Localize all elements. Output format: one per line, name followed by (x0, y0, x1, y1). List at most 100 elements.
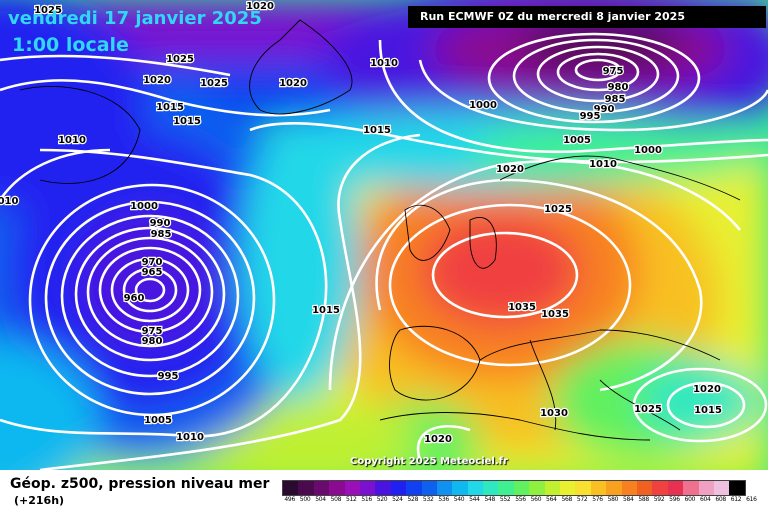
isobar-label: 975 (142, 326, 163, 337)
isobar-label: 1010 (176, 432, 204, 443)
color-scale-value: 588 (638, 496, 649, 503)
color-scale-swatch (329, 481, 345, 495)
isobar-label: 1030 (540, 408, 568, 419)
isobar-label: 985 (605, 94, 626, 105)
color-scale-swatch (375, 481, 391, 495)
color-scale-value: 596 (669, 496, 680, 503)
color-scale-swatch (606, 481, 622, 495)
color-scale-swatch (421, 481, 437, 495)
isobar-label: 990 (594, 104, 615, 115)
isobar-label: 010 (0, 196, 18, 207)
color-scale-swatch (406, 481, 422, 495)
color-scale-swatch (344, 481, 360, 495)
isobar-label: 1035 (541, 309, 569, 320)
isobar-label: 995 (580, 111, 601, 122)
color-scale-swatch (667, 481, 684, 495)
model-run-label: Run ECMWF 0Z du mercredi 8 janvier 2025 (408, 6, 766, 28)
color-scale-swatch (652, 481, 668, 495)
color-scale-value: 516 (361, 496, 372, 503)
forecast-local-time: 1:00 locale (12, 34, 129, 56)
color-scale-swatch (729, 481, 745, 495)
isobar-lines (0, 32, 768, 470)
color-scale-value: 608 (715, 496, 726, 503)
color-scale (282, 480, 746, 496)
isobar-label: 1000 (634, 145, 662, 156)
forecast-date: vendredi 17 janvier 2025 (8, 8, 262, 29)
isobar-label: 1025 (200, 78, 228, 89)
color-scale-value: 576 (592, 496, 603, 503)
isobar-label: 965 (142, 267, 163, 278)
isobar-label: 980 (142, 336, 163, 347)
isobar-label: 1015 (312, 305, 340, 316)
isobar-label: 1020 (143, 75, 171, 86)
isobar-label: 1000 (469, 100, 497, 111)
color-scale-value: 532 (422, 496, 434, 503)
color-scale-value: 536 (438, 496, 449, 503)
isobar-label: 1020 (693, 384, 721, 395)
coastlines (19, 19, 741, 441)
forecast-range: (+216h) (14, 494, 65, 507)
color-scale-value: 524 (392, 496, 403, 503)
color-scale-value: 512 (345, 496, 357, 503)
isobar-label: 995 (158, 371, 179, 382)
color-scale-value: 600 (684, 496, 696, 503)
color-scale-value: 572 (576, 496, 588, 503)
color-scale-value: 604 (699, 496, 711, 503)
color-scale-swatch (359, 481, 376, 495)
isobar-label: 1020 (279, 78, 307, 89)
isobar-label: 1015 (694, 405, 722, 416)
isobar-label: 1025 (166, 54, 194, 65)
isobar-label: 1020 (246, 1, 274, 12)
isobar-label: 970 (142, 257, 163, 268)
isobar-label: 1025 (544, 204, 572, 215)
isobar-label: 1000 (130, 201, 158, 212)
isobar-label: 1020 (496, 164, 524, 175)
color-scale-swatch (636, 481, 653, 495)
isobar-label: 1035 (508, 302, 536, 313)
color-scale-swatch (544, 481, 561, 495)
map-footer: Géop. z500, pression niveau mer (+216h) … (0, 470, 768, 512)
color-scale-value: 556 (515, 496, 526, 503)
isobar-label: 1010 (58, 135, 86, 146)
isobar-label: 980 (608, 82, 629, 93)
color-scale-swatch (713, 481, 730, 495)
color-scale-swatch (452, 481, 468, 495)
color-scale-swatch (283, 481, 299, 495)
color-scale-swatch (313, 481, 330, 495)
color-scale-value: 528 (407, 496, 419, 503)
color-scale-value: 584 (623, 496, 634, 503)
isobar-label: 1005 (144, 415, 172, 426)
isobar-label: 1025 (34, 5, 62, 16)
color-scale-swatch (529, 481, 545, 495)
color-scale-value: 500 (299, 496, 311, 503)
color-scale-value: 508 (330, 496, 342, 503)
color-scale-swatch (498, 481, 514, 495)
color-scale-value: 544 (469, 496, 480, 503)
color-scale-value: 592 (653, 496, 665, 503)
color-scale-value: 616 (746, 496, 757, 503)
map-title: Géop. z500, pression niveau mer (10, 476, 270, 492)
color-scale-swatch (483, 481, 499, 495)
color-scale-swatch (390, 481, 407, 495)
color-scale-value: 560 (530, 496, 542, 503)
color-scale-value: 548 (484, 496, 496, 503)
isobar-label: 1015 (173, 116, 201, 127)
color-scale-value: 520 (376, 496, 388, 503)
color-scale-swatch (560, 481, 576, 495)
color-scale-value: 496 (284, 496, 295, 503)
isobar-label: 1010 (370, 58, 398, 69)
color-scale-labels: 496 500 504 508 512 516 520 524 528 532 536 540 544 5… (282, 496, 759, 503)
color-scale-value: 504 (315, 496, 326, 503)
color-scale-value: 612 (730, 496, 742, 503)
color-scale-swatch (683, 481, 699, 495)
isobar-label: 1015 (363, 125, 391, 136)
isobar-label: 975 (603, 66, 624, 77)
isobar-label: 1015 (156, 102, 184, 113)
color-scale-swatch (698, 481, 714, 495)
isobar-label: 1020 (424, 434, 452, 445)
color-scale-value: 552 (499, 496, 511, 503)
color-scale-swatch (575, 481, 591, 495)
color-scale-value: 580 (607, 496, 619, 503)
